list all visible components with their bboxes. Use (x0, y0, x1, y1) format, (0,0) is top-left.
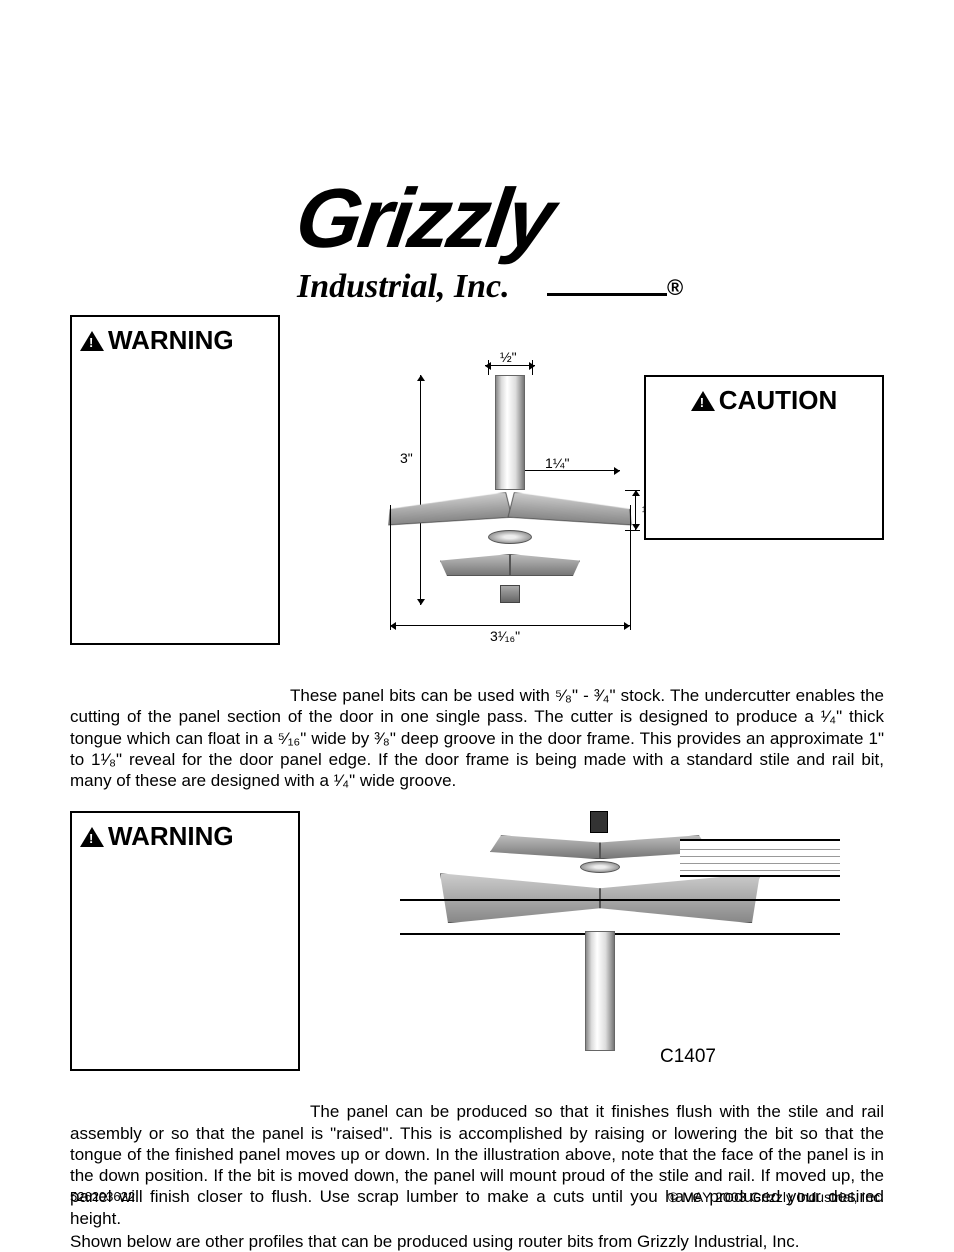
bit-nut (500, 585, 520, 603)
warning-2-title: WARNING (80, 821, 290, 852)
d2-undercutter (490, 833, 710, 863)
wing-right (507, 492, 631, 525)
caution-title: CAUTION (654, 385, 874, 416)
warning-box-2: WARNING (70, 811, 300, 1071)
ext-line (625, 530, 640, 531)
bit-undercutter (440, 550, 580, 582)
bit-shank (495, 375, 525, 490)
dim-overall-dia: 3¹⁄₁₆" (490, 628, 520, 644)
undercutter-right (510, 554, 580, 576)
router-bit-diagram: ½" 3" 1¼" ½" 3¹⁄₁₆" (360, 355, 660, 645)
paragraph-2: The panel can be produced so that it fin… (70, 1101, 884, 1229)
d2-uc-left (490, 835, 600, 859)
logo-block: Grizzly Industrial, Inc. ® (70, 180, 884, 325)
d2-shank (585, 931, 615, 1051)
copyright-text: © MAY 2003 Grizzly Industrial, Inc. (668, 1189, 884, 1205)
paragraph-1: These panel bits can be used with ⁵⁄₈" -… (70, 685, 884, 791)
grizzly-logo: Grizzly Industrial, Inc. ® (267, 180, 687, 320)
ext-line (630, 505, 631, 630)
caution-label: CAUTION (719, 385, 837, 416)
model-number: C1407 (660, 1046, 716, 1068)
wood-grain (680, 870, 840, 872)
dim-line-cutter-h (635, 490, 636, 530)
dim-wing-radius: 1¼" (545, 455, 569, 471)
alert-triangle-icon (691, 391, 715, 411)
d2-bearing (580, 861, 620, 873)
paragraph-3: Shown below are other profiles that can … (70, 1231, 884, 1252)
row-1: WARNING ½" 3" 1¼" ½" (70, 345, 884, 675)
bit-bearing (488, 530, 532, 544)
dim-height: 3" (400, 450, 413, 466)
dim-shank-dia: ½" (500, 349, 517, 365)
d2-main-cutter (440, 873, 760, 931)
warning-1-label: WARNING (108, 325, 234, 356)
logo-main-text: Grizzly (290, 170, 558, 267)
caution-box: CAUTION (644, 375, 884, 540)
dim-line-shank-width (485, 365, 535, 366)
alert-triangle-icon (80, 331, 104, 351)
undercutter-left (440, 554, 510, 576)
wing-left (388, 492, 512, 525)
panel-stock (680, 839, 840, 877)
d2-wing-left (440, 873, 600, 923)
bit-top-cutter (390, 485, 630, 530)
registered-mark: ® (667, 275, 683, 301)
logo-sub-text: Industrial, Inc. (297, 268, 510, 306)
cutting-diagram: C1407 (400, 811, 820, 1071)
ext-line (488, 360, 489, 375)
wood-grain (680, 863, 840, 865)
alert-triangle-icon (80, 827, 104, 847)
ext-line (390, 505, 391, 630)
d2-wing-right (600, 873, 760, 923)
table-surface-line-top (400, 899, 840, 901)
table-surface-line-bottom (400, 933, 840, 935)
warning-box-1: WARNING (70, 315, 280, 645)
ext-line (532, 360, 533, 375)
wood-grain (680, 849, 840, 851)
d2-nut (590, 811, 608, 833)
warning-2-label: WARNING (108, 821, 234, 852)
warning-1-title: WARNING (80, 325, 270, 356)
wood-grain (680, 856, 840, 858)
page-footer: 526203622 © MAY 2003 Grizzly Industrial,… (70, 1189, 884, 1205)
document-number: 526203622 (70, 1189, 135, 1205)
logo-underline (547, 293, 667, 296)
dim-line-overall-dia (390, 625, 630, 626)
row-2: WARNING C1407 (70, 811, 884, 1111)
